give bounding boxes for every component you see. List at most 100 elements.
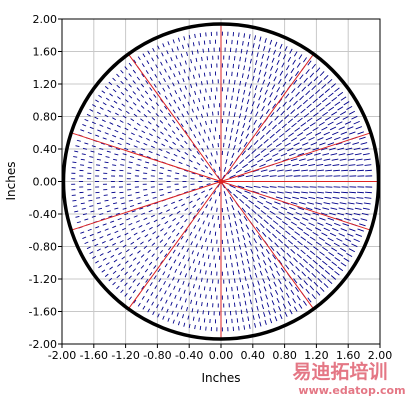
field-dash xyxy=(209,128,211,133)
field-dash xyxy=(244,82,247,87)
field-dash xyxy=(322,153,330,156)
field-dash xyxy=(297,226,304,231)
field-dash xyxy=(184,207,189,212)
field-dash xyxy=(169,292,172,297)
field-dash xyxy=(102,137,107,140)
field-dash xyxy=(285,230,291,236)
field-dash xyxy=(189,127,193,132)
field-dash xyxy=(265,158,273,162)
field-dash xyxy=(261,251,265,258)
field-dash xyxy=(356,164,364,166)
field-dash xyxy=(270,65,274,71)
field-dash xyxy=(202,138,205,143)
field-dash xyxy=(147,238,152,242)
field-dash xyxy=(304,212,311,216)
field-dash xyxy=(116,124,121,128)
field-dash xyxy=(214,199,217,204)
field-dash xyxy=(239,80,242,86)
field-dash xyxy=(269,92,273,98)
field-dash xyxy=(253,186,261,188)
field-dash xyxy=(148,97,153,102)
field-dash xyxy=(198,131,201,136)
field-dash xyxy=(100,142,105,145)
field-dash xyxy=(75,145,80,148)
field-dash xyxy=(321,126,328,131)
field-dash xyxy=(144,125,149,129)
field-dash xyxy=(233,246,236,251)
field-dash xyxy=(227,169,232,175)
field-dash xyxy=(198,260,201,265)
field-dash xyxy=(137,109,141,113)
field-dash xyxy=(172,82,175,87)
field-dash xyxy=(149,77,153,81)
field-dash xyxy=(161,143,166,147)
field-dash xyxy=(293,216,300,221)
field-dash xyxy=(340,247,347,252)
field-dash xyxy=(355,158,363,161)
field-dash xyxy=(120,92,125,96)
field-dash xyxy=(298,54,303,60)
field-dash xyxy=(232,238,235,243)
field-dash xyxy=(276,297,280,304)
field-dash xyxy=(157,45,160,50)
field-dash xyxy=(337,106,344,111)
field-dash xyxy=(282,303,287,309)
field-dash xyxy=(315,290,321,296)
field-dash xyxy=(251,307,254,313)
field-dash xyxy=(285,175,293,177)
field-dash xyxy=(233,213,236,219)
field-dash xyxy=(285,186,293,188)
field-dash xyxy=(198,73,201,78)
field-dash xyxy=(159,287,162,292)
field-dash xyxy=(309,94,315,100)
field-dash xyxy=(112,77,116,82)
field-dash xyxy=(178,161,183,165)
field-dash xyxy=(255,111,259,117)
field-dash xyxy=(259,243,264,249)
field-dash xyxy=(317,80,323,85)
field-dash xyxy=(99,148,104,150)
field-dash xyxy=(284,163,291,167)
field-dash xyxy=(120,80,124,85)
field-dash xyxy=(139,153,144,156)
field-dash xyxy=(97,231,102,234)
field-dash xyxy=(186,248,189,253)
field-dash xyxy=(199,65,202,70)
field-dash xyxy=(192,144,196,148)
field-dash xyxy=(312,212,320,216)
field-dash xyxy=(226,206,229,212)
field-dash xyxy=(106,210,111,213)
field-dash xyxy=(80,129,85,132)
field-dash xyxy=(275,215,282,221)
field-dash xyxy=(229,103,232,109)
field-dash xyxy=(278,211,285,216)
field-dash xyxy=(112,270,117,275)
x-tick-labels: -2.00 -1.60 -1.20 -0.80 -0.40 0.00 0.40 0.80 1.2… xyxy=(48,349,392,362)
field-dash xyxy=(186,110,189,115)
field-dash xyxy=(342,116,349,120)
field-dash xyxy=(243,89,246,95)
y-tick-label: 0.00 xyxy=(33,176,58,189)
field-dash xyxy=(285,127,291,133)
field-dash xyxy=(112,164,117,166)
field-dash xyxy=(159,109,164,113)
field-dash xyxy=(344,142,351,145)
field-dash xyxy=(264,320,267,325)
field-dash xyxy=(352,142,360,145)
field-dash xyxy=(182,78,185,83)
field-dash xyxy=(237,147,242,153)
field-dash xyxy=(196,208,200,212)
field-dash xyxy=(238,113,242,119)
field-dash xyxy=(248,158,255,164)
field-dash xyxy=(130,205,135,208)
field-dash xyxy=(88,199,93,202)
field-dash xyxy=(335,217,343,221)
field-dash xyxy=(319,107,325,112)
field-dash xyxy=(104,228,109,231)
field-dash xyxy=(204,165,209,169)
field-dash xyxy=(279,314,283,320)
field-dash xyxy=(95,260,99,264)
field-dash xyxy=(104,114,109,118)
field-dash xyxy=(300,108,306,114)
